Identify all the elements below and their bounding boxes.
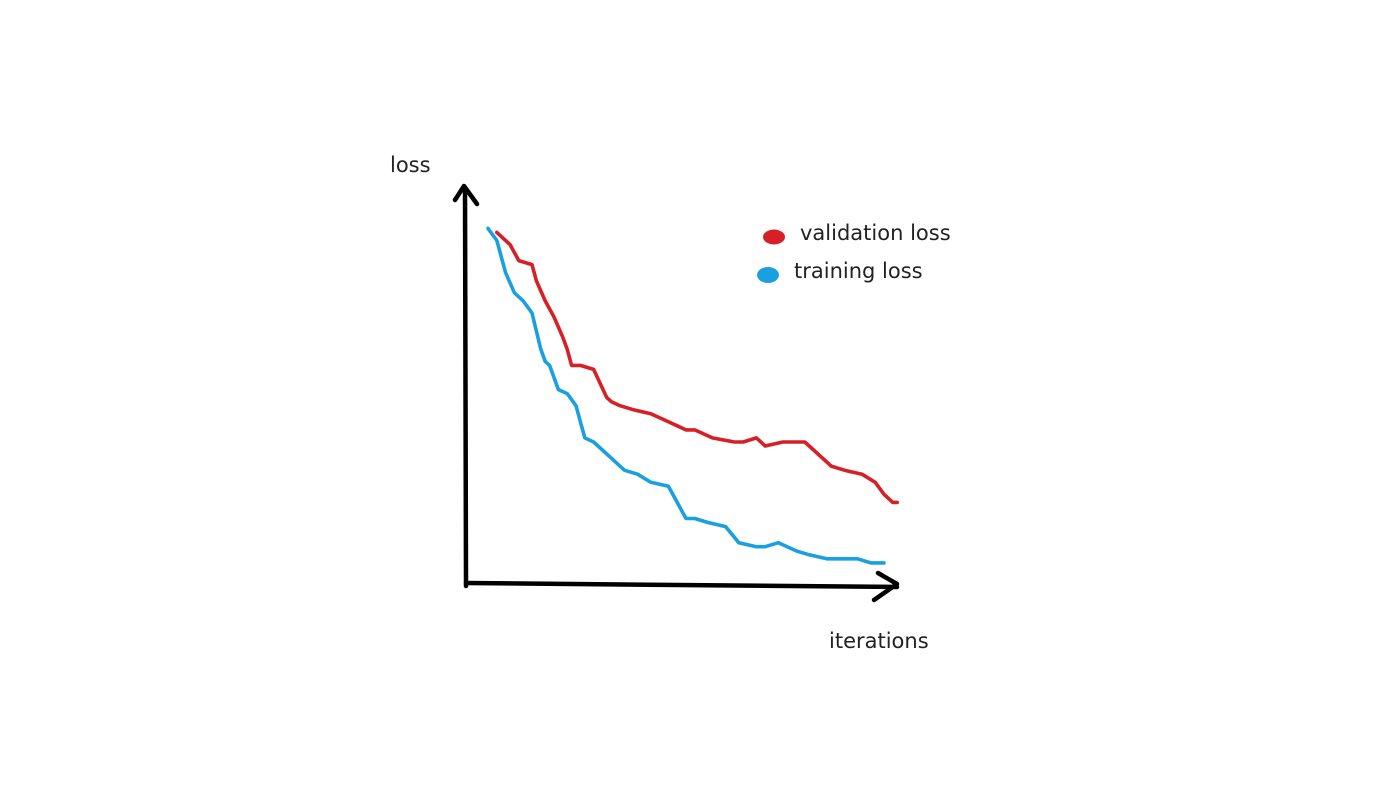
- legend-label-training: training loss: [794, 259, 923, 283]
- series-line-training: [486, 226, 886, 565]
- legend: validation loss training loss: [757, 221, 951, 283]
- series-line-validation: [495, 230, 899, 505]
- legend-label-validation: validation loss: [800, 221, 951, 245]
- series-layer: [486, 226, 899, 565]
- legend-swatch-training: [757, 267, 779, 283]
- legend-item-validation: validation loss: [763, 221, 951, 245]
- y-axis: [452, 183, 480, 589]
- x-axis: [463, 570, 900, 603]
- x-axis-label: iterations: [829, 629, 929, 653]
- y-axis-label: loss: [390, 153, 431, 177]
- legend-item-training: training loss: [757, 259, 923, 283]
- legend-swatch-validation: [763, 229, 785, 245]
